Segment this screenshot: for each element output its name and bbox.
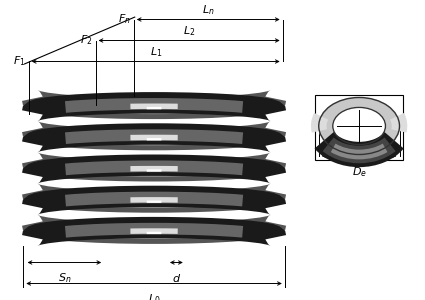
Text: $D_e$: $D_e$ xyxy=(351,165,367,179)
Text: $L_0$: $L_0$ xyxy=(148,292,160,300)
Text: $L_n$: $L_n$ xyxy=(202,3,215,17)
Text: $L_1$: $L_1$ xyxy=(150,45,162,59)
Circle shape xyxy=(333,107,385,145)
Text: $D_i$: $D_i$ xyxy=(353,153,366,166)
Text: $F_2$: $F_2$ xyxy=(79,34,92,47)
Text: $S_n$: $S_n$ xyxy=(58,272,71,285)
Text: $F_1$: $F_1$ xyxy=(13,55,26,68)
Text: $L_2$: $L_2$ xyxy=(183,24,196,38)
Circle shape xyxy=(319,98,400,154)
Bar xyxy=(315,95,403,160)
Text: $d$: $d$ xyxy=(172,272,181,284)
Text: $F_n$: $F_n$ xyxy=(118,13,130,26)
